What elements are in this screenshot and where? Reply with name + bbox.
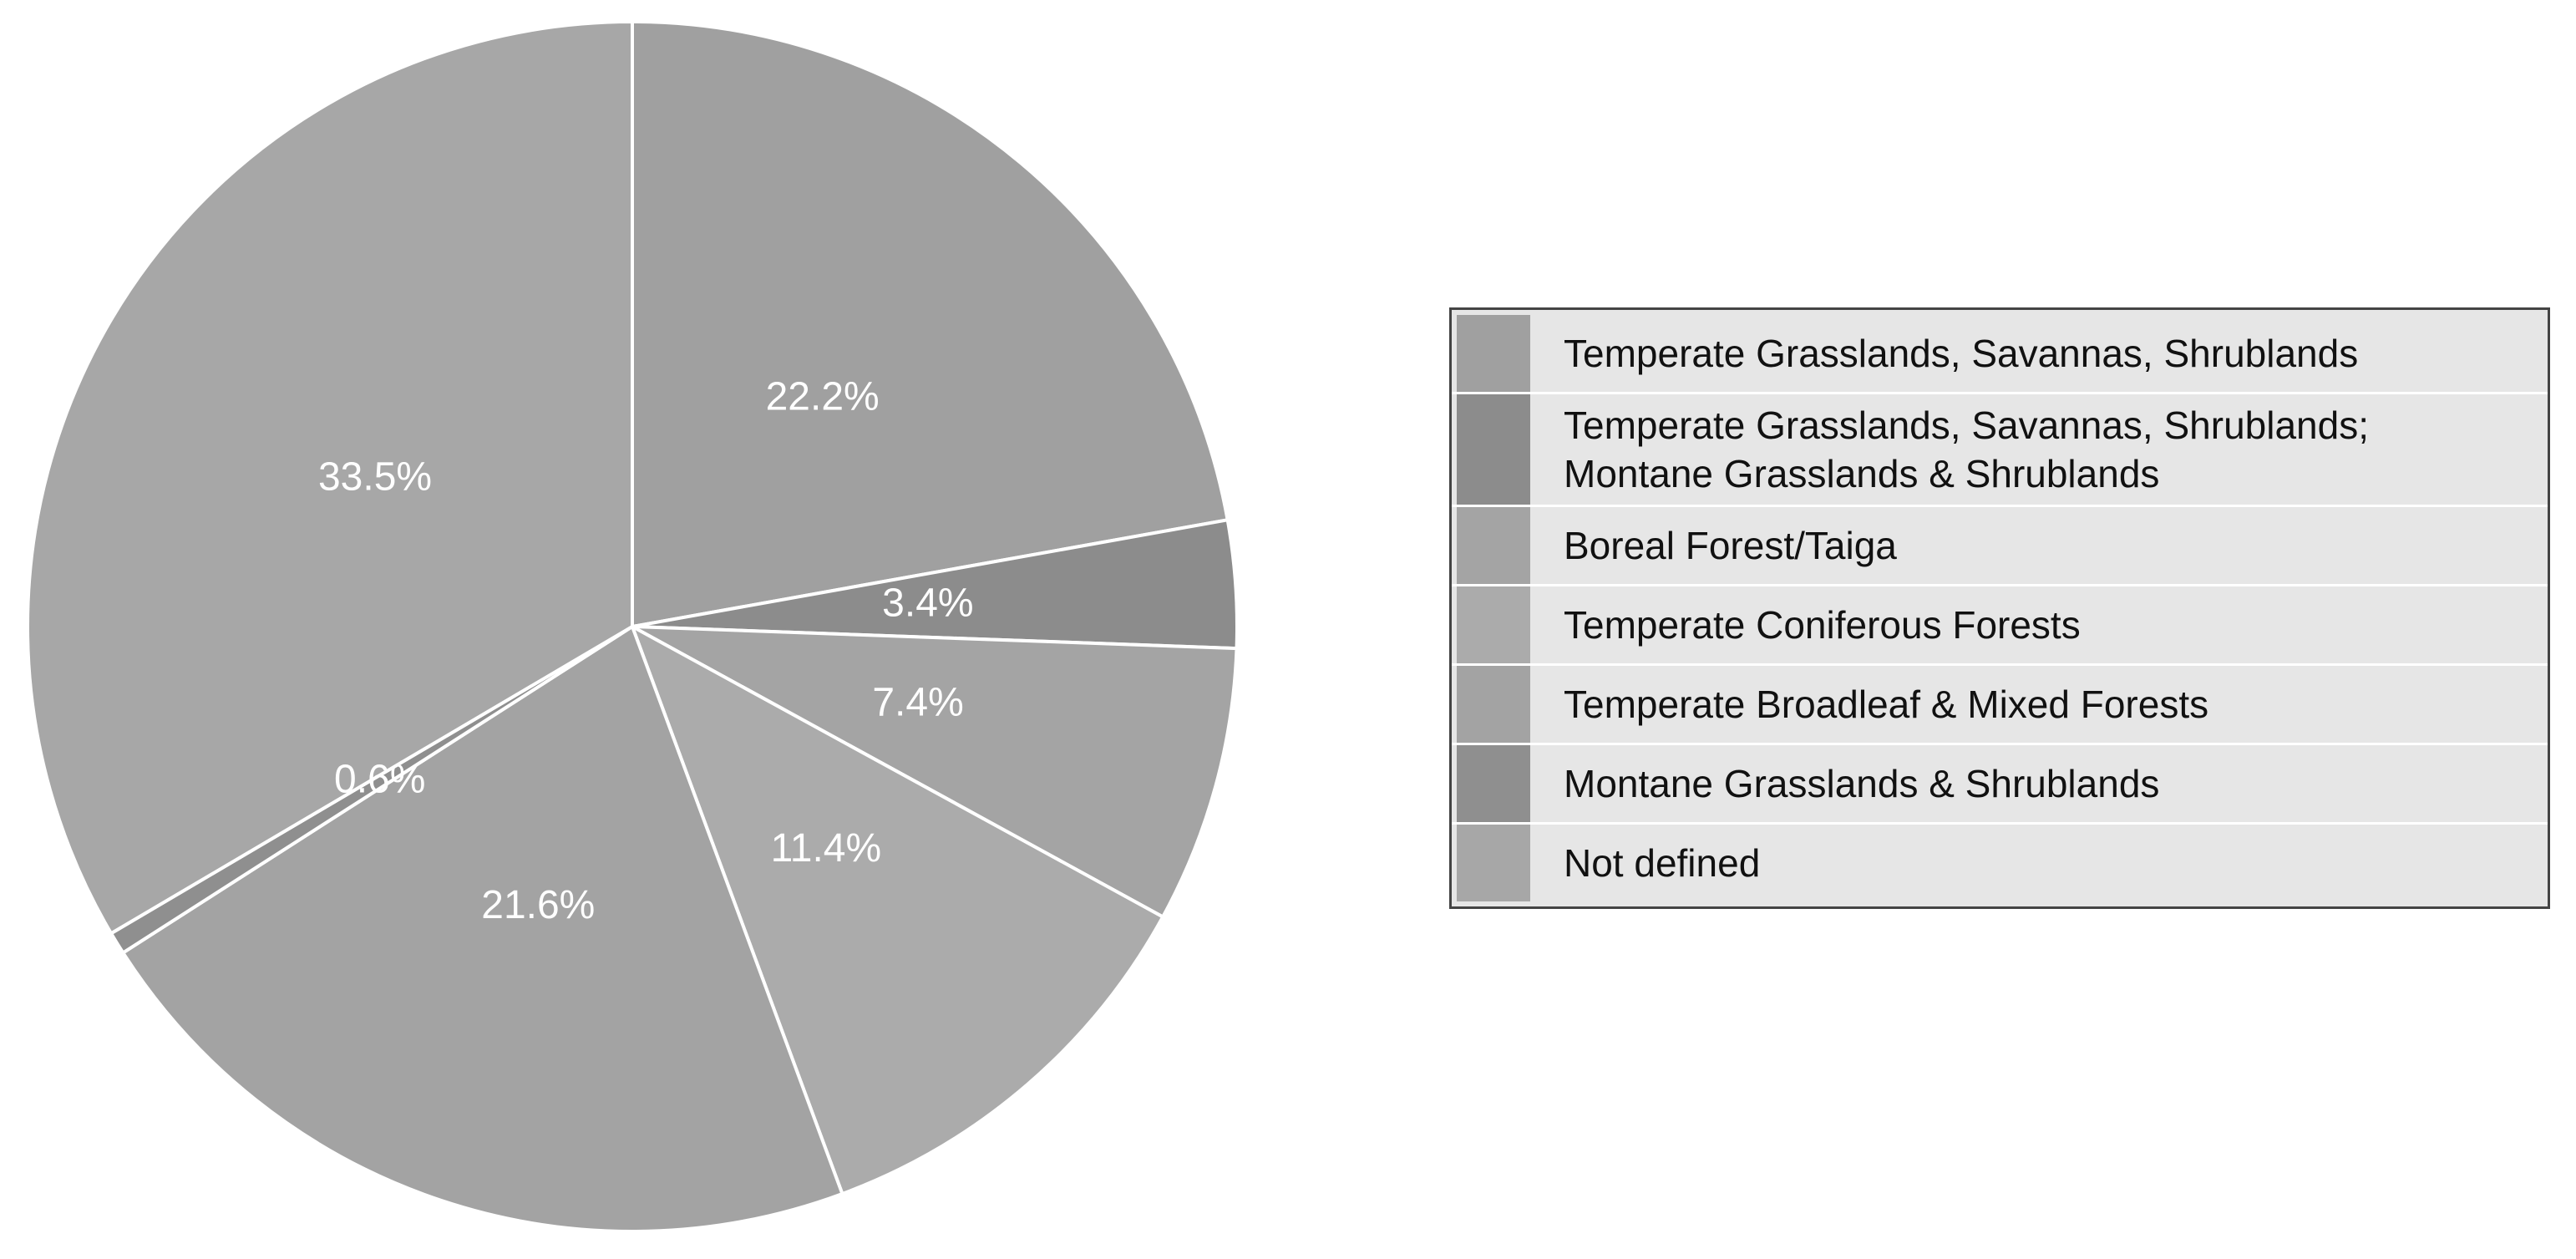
- legend-label: Temperate Grasslands, Savannas, Shrublan…: [1564, 404, 2369, 495]
- legend-swatch: [1457, 825, 1530, 901]
- data-label: 11.4%: [771, 826, 882, 871]
- pie-slice: [631, 19, 1230, 629]
- legend-label: Temperate Grasslands, Savannas, Shrublan…: [1564, 332, 2359, 375]
- pie-slice: [120, 623, 844, 1233]
- legend-entry: Temperate Grasslands, Savannas, Shrublan…: [1452, 394, 2548, 507]
- data-label: 21.6%: [481, 883, 595, 927]
- legend-swatch: [1457, 666, 1530, 743]
- legend-label: Temperate Broadleaf & Mixed Forests: [1564, 683, 2209, 726]
- legend-swatch: [1457, 507, 1530, 584]
- data-label: 33.5%: [318, 455, 432, 500]
- data-label: 7.4%: [872, 681, 963, 725]
- legend-label: Temperate Coniferous Forests: [1564, 603, 2081, 647]
- pie-slice: [629, 622, 1165, 1196]
- legend-swatch: [1457, 315, 1530, 392]
- legend-entry: Temperate Broadleaf & Mixed Forests: [1452, 666, 2548, 745]
- legend-entry: Not defined: [1452, 825, 2548, 901]
- legend-label: Not defined: [1564, 841, 1761, 885]
- legend-entry: Temperate Grasslands, Savannas, Shrublan…: [1452, 315, 2548, 394]
- legend-entry: Temperate Coniferous Forests: [1452, 586, 2548, 666]
- data-label: 22.2%: [766, 375, 880, 419]
- legend-entry: Boreal Forest/Taiga: [1452, 507, 2548, 586]
- legend-entry: Montane Grasslands & Shrublands: [1452, 745, 2548, 825]
- data-label: 0.6%: [334, 757, 425, 801]
- legend-swatch: [1457, 394, 1530, 505]
- data-label: 3.4%: [882, 581, 973, 626]
- pie-slice: [26, 19, 634, 936]
- legend: Temperate Grasslands, Savannas, Shrublan…: [1449, 307, 2550, 909]
- pie-slice: [631, 625, 1239, 920]
- pie-chart: 22.2% 3.4% 7.4% 11.4% 21.6% 0.6% 33.5%: [26, 19, 1239, 1233]
- legend-swatch: [1457, 745, 1530, 822]
- legend-swatch: [1457, 586, 1530, 663]
- legend-label: Montane Grasslands & Shrublands: [1564, 762, 2160, 805]
- legend-label: Boreal Forest/Taiga: [1564, 524, 1897, 567]
